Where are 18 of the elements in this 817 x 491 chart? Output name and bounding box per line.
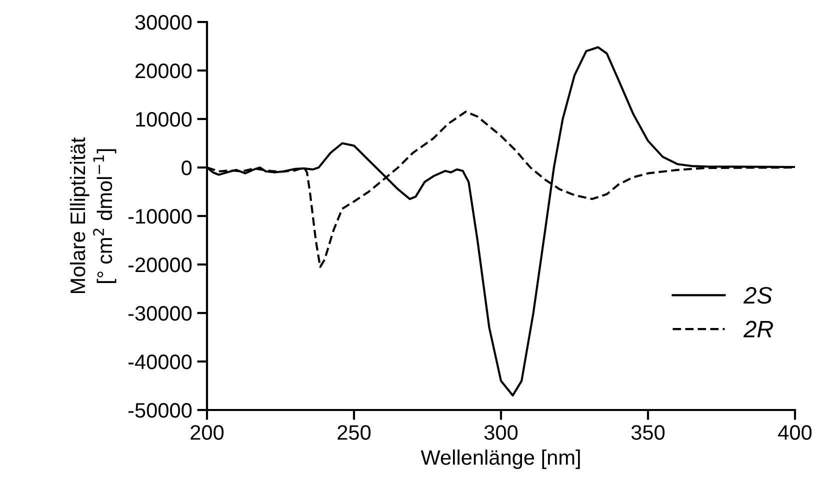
x-tick-label: 200 [190, 425, 224, 440]
y-tick-label: -20000 [128, 258, 192, 272]
y-tick-label: 0 [182, 160, 192, 176]
legend-label: 2S [743, 286, 772, 304]
y-tick-label: 10000 [136, 112, 192, 127]
x-tick-label: 300 [484, 425, 518, 440]
y-tick-label: -10000 [128, 209, 192, 224]
x-tick-label: 250 [338, 425, 371, 440]
y-tick-label: -30000 [128, 306, 192, 321]
y-axis-title: Molare Elliptizität [° cm$^{2}$ dmol$^{−1}$] [70, 137, 116, 294]
x-tick-label: 400 [778, 425, 812, 440]
legend-label: 2R [743, 320, 774, 338]
y-tick-label: -40000 [128, 354, 192, 370]
y-tick-label: -50000 [128, 403, 192, 418]
y-tick-label: 20000 [136, 64, 192, 78]
x-axis-title: Wellenlänge [nm] [420, 450, 580, 469]
y-tick-label: 30000 [135, 15, 192, 30]
x-tick-label: 350 [631, 425, 665, 440]
